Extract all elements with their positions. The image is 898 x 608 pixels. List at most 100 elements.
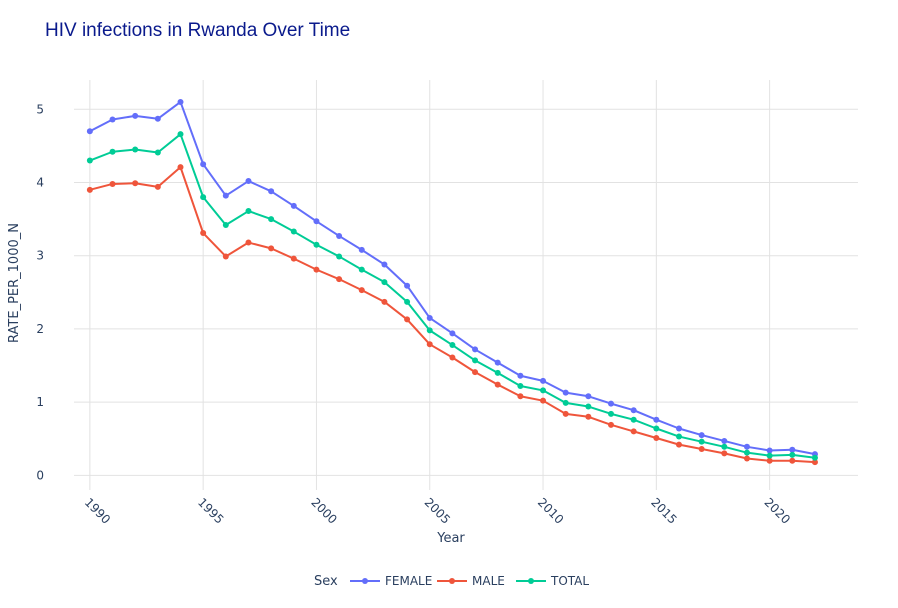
data-point-total [245, 208, 252, 215]
data-point-female [517, 372, 524, 379]
data-point-female [675, 425, 682, 432]
data-point-female [313, 218, 320, 225]
data-point-male [585, 413, 592, 420]
data-point-female [608, 400, 615, 407]
data-point-total [86, 157, 93, 164]
data-point-total [675, 433, 682, 440]
legend-label-total: TOTAL [550, 574, 589, 588]
data-point-female [721, 437, 728, 444]
data-point-total [517, 383, 524, 390]
data-point-male [222, 253, 229, 260]
data-point-male [109, 180, 116, 187]
data-point-total [109, 148, 116, 155]
data-point-total [766, 452, 773, 459]
x-tick-label: 2000 [308, 495, 339, 526]
x-axis-title: Year [436, 531, 465, 546]
x-axis-ticks: 1990 1995 2000 2005 2010 2015 2020 [82, 495, 793, 526]
y-axis-ticks: 0 1 2 3 4 5 [36, 102, 44, 482]
legend-marker-female [362, 578, 368, 584]
data-point-male [675, 441, 682, 448]
data-point-female [358, 246, 365, 253]
series-line-male [89, 166, 816, 464]
data-point-total [494, 369, 501, 376]
data-point-female [336, 232, 343, 239]
data-point-total [200, 194, 207, 201]
data-point-female [698, 432, 705, 439]
data-point-female [404, 282, 411, 289]
x-tick-label: 2020 [762, 495, 793, 526]
data-point-female [132, 112, 139, 119]
data-point-female [222, 192, 229, 199]
data-point-female [200, 161, 207, 168]
data-point-total [449, 342, 456, 349]
data-point-female [268, 188, 275, 195]
data-point-male [698, 446, 705, 452]
data-point-male [426, 341, 433, 348]
data-point-total [290, 228, 297, 235]
data-point-male [358, 287, 365, 294]
y-axis-title: RATE_PER_1000_N [7, 223, 22, 343]
data-point-total [653, 425, 660, 432]
data-point-male [517, 393, 524, 400]
data-point-female [154, 115, 161, 122]
data-point-total [562, 399, 569, 406]
y-tick-label: 2 [36, 322, 44, 336]
series-line-female [89, 100, 816, 456]
data-point-male [132, 180, 139, 187]
data-point-male [630, 428, 637, 435]
data-point-total [177, 131, 184, 138]
data-point-female [177, 98, 184, 105]
data-point-male [200, 230, 207, 237]
data-point-male [743, 455, 750, 462]
data-point-male [86, 186, 93, 193]
x-tick-label: 1990 [82, 495, 113, 526]
x-tick-label: 2015 [648, 495, 679, 526]
data-point-male [789, 457, 796, 464]
data-point-female [630, 407, 637, 414]
data-point-male [404, 316, 411, 323]
series-group [86, 98, 818, 466]
data-point-total [154, 149, 161, 156]
data-point-female [86, 128, 93, 135]
data-point-female [381, 261, 388, 268]
data-point-total [608, 410, 615, 417]
data-point-total [743, 449, 750, 456]
data-point-female [562, 389, 569, 396]
data-point-female [109, 116, 116, 123]
data-point-female [766, 447, 773, 454]
y-tick-label: 3 [36, 249, 44, 263]
y-tick-label: 1 [36, 395, 44, 409]
data-point-total [404, 298, 411, 305]
data-point-male [381, 298, 388, 305]
data-point-female [585, 393, 592, 400]
x-tick-label: 2010 [535, 495, 566, 526]
data-point-total [811, 454, 818, 461]
data-point-female [245, 178, 252, 185]
data-point-female [494, 359, 501, 366]
data-point-male [494, 381, 501, 388]
data-point-male [268, 245, 275, 252]
legend-label-female: FEMALE [385, 574, 432, 588]
x-tick-label: 1995 [195, 495, 226, 526]
data-point-male [336, 276, 343, 283]
data-point-female [290, 202, 297, 209]
data-point-total [313, 241, 320, 248]
legend: Sex FEMALE MALE TOTAL [314, 574, 589, 589]
data-point-male [245, 239, 252, 246]
data-point-male [653, 435, 660, 442]
data-point-male [608, 421, 615, 428]
data-point-male [290, 255, 297, 262]
data-point-total [698, 438, 705, 445]
data-point-male [721, 450, 728, 457]
data-point-total [336, 253, 343, 260]
data-point-male [449, 354, 456, 361]
data-point-female [653, 416, 660, 423]
data-point-male [154, 183, 161, 190]
data-point-female [789, 446, 796, 453]
data-point-female [449, 330, 456, 337]
data-point-total [721, 443, 728, 450]
data-point-female [426, 314, 433, 321]
data-point-total [268, 216, 275, 223]
legend-label-male: MALE [472, 574, 505, 588]
